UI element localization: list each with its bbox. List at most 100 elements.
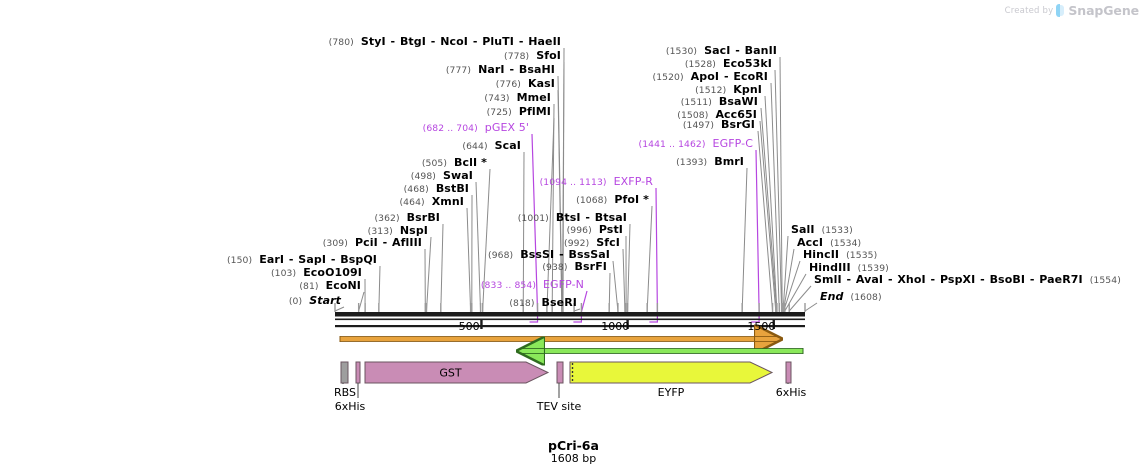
enzyme-label-l1068[interactable]: (1068) PfoI * <box>576 194 649 206</box>
label-position: (1497) <box>682 120 715 131</box>
enzyme-label-r1533[interactable]: SalI (1533) <box>791 224 853 236</box>
sequence-backbone <box>335 312 805 321</box>
enzyme-label-l1530[interactable]: (1530) SacI - BanII <box>666 45 777 57</box>
enzyme-label-l464[interactable]: (464) XmnI <box>400 196 465 208</box>
enzyme-label-l996[interactable]: (996) PstI <box>567 224 623 236</box>
label-position: (1508) <box>677 110 709 121</box>
snapgene-logo-icon <box>1056 4 1065 17</box>
enzyme-label-l1001[interactable]: (1001) BtsI - BtsaI <box>518 212 627 224</box>
label-position: (103) <box>270 268 297 279</box>
label-enzyme-name: NarI <box>478 63 505 76</box>
label-enzyme-name: EcoNI <box>325 279 361 292</box>
label-enzyme-name: ApoI <box>690 70 720 83</box>
enzyme-label-l1511[interactable]: (1511) BsaWI <box>681 96 758 108</box>
label-enzyme-name: SacI <box>704 44 731 57</box>
plasmid-size: 1608 bp <box>550 452 597 465</box>
enzyme-label-l1508[interactable]: (1508) Acc65I <box>677 109 757 121</box>
enzyme-label-l309[interactable]: (309) PciI - AflIII <box>323 237 422 249</box>
enzyme-label-l81[interactable]: (81) EcoNI <box>299 280 361 292</box>
enzyme-label-r1534[interactable]: AccI (1534) <box>797 237 861 249</box>
enzyme-label-egfpn[interactable]: (833 .. 854) EGFP-N <box>481 279 584 291</box>
label-position: (468) <box>403 184 429 195</box>
label-separator: - <box>884 273 897 286</box>
leader-lines <box>334 47 818 323</box>
enzyme-tick-marks <box>334 303 806 312</box>
label-position: (992) <box>564 238 590 249</box>
enzyme-label-l468[interactable]: (468) BstBI <box>404 183 469 195</box>
label-position: (1094 .. 1113) <box>539 177 607 188</box>
feature-label-gst: GST <box>439 366 462 379</box>
enzyme-label-l725[interactable]: (725) PflMI <box>487 106 551 118</box>
enzyme-label-l1497[interactable]: (1497) BsrGI <box>683 119 755 131</box>
label-enzyme-name: BssSaI <box>568 248 610 261</box>
enzyme-label-rEnd[interactable]: End (1608) <box>820 291 882 303</box>
enzyme-label-l103[interactable]: (103) EcoO109I <box>271 267 362 279</box>
label-enzyme-name: BseRI <box>541 296 577 309</box>
label-enzyme-name: HincII <box>803 248 840 261</box>
label-position: (1530) <box>665 46 698 57</box>
enzyme-label-exfpr[interactable]: (1094 .. 1113) EXFP-R <box>540 176 653 188</box>
label-position: (725) <box>486 107 512 118</box>
feature-label-eyfp: EYFP <box>657 386 685 399</box>
watermark-brand: SnapGene <box>1068 3 1139 18</box>
enzyme-label-r1554[interactable]: SmlI - AvaI - XhoI - PspXI - BsoBI - Pae… <box>814 274 1121 286</box>
enzyme-label-r1539[interactable]: HindIII (1539) <box>809 262 889 274</box>
enzyme-label-l313[interactable]: (313) NspI <box>368 225 428 237</box>
label-enzyme-name: BtgI <box>399 35 426 48</box>
label-separator: - <box>581 211 594 224</box>
enzyme-label-l743[interactable]: (743) MmeI <box>484 92 551 104</box>
enzyme-label-l362[interactable]: (362) BsrBI <box>374 212 440 224</box>
enzyme-label-egfpc[interactable]: (1441 .. 1462) EGFP-C <box>639 138 753 150</box>
enzyme-label-l0[interactable]: (0) Start <box>289 295 341 307</box>
label-position: (1068) <box>576 195 608 206</box>
enzyme-label-l818[interactable]: (818) BseRI <box>509 297 577 309</box>
label-enzyme-name: PaeR7I <box>1039 273 1083 286</box>
label-enzyme-name: EGFP-N <box>543 278 584 291</box>
label-position: (1533) <box>821 225 853 236</box>
label-position: (780) <box>328 37 354 48</box>
label-position: (644) <box>462 141 488 152</box>
ruler-tick-1000: 1000 <box>601 320 630 333</box>
label-enzyme-name: ScaI <box>494 139 521 152</box>
enzyme-label-l505[interactable]: (505) BclI * <box>422 157 487 169</box>
label-enzyme-name: MmeI <box>516 91 551 104</box>
enzyme-label-l1512[interactable]: (1512) KpnI <box>695 84 762 96</box>
enzyme-label-l777[interactable]: (777) NarI - BsaHI <box>446 64 555 76</box>
label-separator: - <box>378 236 392 249</box>
label-position: (505) <box>421 158 448 169</box>
enzyme-label-l150[interactable]: (150) EarI - SapI - BspQI <box>227 254 377 266</box>
label-enzyme-name: Acc65I <box>715 108 757 121</box>
label-position: (1511) <box>680 97 712 108</box>
label-position: (150) <box>226 255 253 266</box>
enzyme-label-l644[interactable]: (644) ScaI <box>462 140 521 152</box>
label-enzyme-name: SmlI <box>814 273 842 286</box>
enzyme-label-r1535[interactable]: HincII (1535) <box>803 249 877 261</box>
ruler <box>335 320 805 329</box>
label-enzyme-name: EGFP-C <box>712 137 753 150</box>
label-separator: - <box>514 35 528 48</box>
label-position: (1539) <box>857 263 889 274</box>
label-position: (777) <box>445 65 472 76</box>
label-enzyme-name: PspXI <box>939 273 976 286</box>
label-enzyme-name: XmnI <box>431 195 464 208</box>
label-position: (309) <box>322 238 348 249</box>
enzyme-label-l778[interactable]: (778) SfoI <box>504 50 561 62</box>
label-enzyme-name: NcoI <box>440 35 468 48</box>
label-separator: - <box>731 44 744 57</box>
label-position: (1393) <box>676 157 708 168</box>
label-separator: - <box>926 273 939 286</box>
feature-shapes <box>340 361 792 398</box>
ruler-tick-1500: 1500 <box>747 320 776 333</box>
enzyme-label-l776[interactable]: (776) KasI <box>496 78 555 90</box>
enzyme-label-l968[interactable]: (968) BssSI - BssSaI <box>488 249 610 261</box>
feature-label-his6_left: 6xHis <box>334 400 366 413</box>
enzyme-label-l938[interactable]: (938) BsrFI <box>542 261 607 273</box>
enzyme-label-l992[interactable]: (992) SfcI <box>564 237 620 249</box>
label-enzyme-name: SalI <box>791 223 815 236</box>
enzyme-label-l1520[interactable]: (1520) ApoI - EcoRI <box>653 71 768 83</box>
enzyme-label-l1528[interactable]: (1528) Eco53kI <box>685 58 772 70</box>
enzyme-label-l1393[interactable]: (1393) BmrI <box>676 156 744 168</box>
enzyme-label-l780[interactable]: (780) StyI - BtgI - NcoI - PluTI - HaeII <box>329 36 561 48</box>
enzyme-label-l498[interactable]: (498) SwaI <box>411 170 473 182</box>
enzyme-label-pgex5[interactable]: (682 .. 704) pGEX 5' <box>423 122 529 134</box>
